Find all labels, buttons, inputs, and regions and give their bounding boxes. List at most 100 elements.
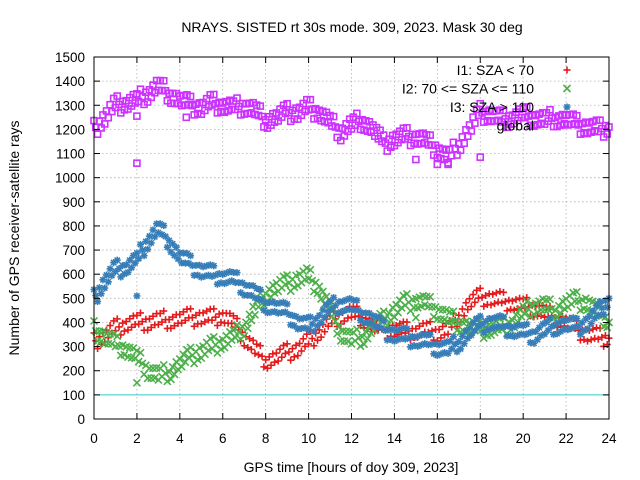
data-point [508,297,516,305]
data-point [176,310,184,318]
y-tick-label: 200 [62,364,85,379]
data-point [231,333,240,342]
data-point [283,99,291,108]
data-point [258,352,266,360]
data-point [489,290,497,298]
data-point [283,340,291,348]
data-point [197,320,205,328]
data-point [265,353,273,361]
data-layer [89,76,614,387]
series-i1-sza-70 [90,284,613,372]
x-tick-label: 16 [430,431,445,446]
data-point [431,302,440,312]
data-point [397,303,406,312]
data-point [462,299,470,307]
data-point [546,314,554,322]
data-point [603,323,612,332]
data-point [297,347,305,355]
data-point [256,342,264,350]
data-point [573,314,581,322]
data-point [241,318,251,327]
data-point [423,319,431,327]
data-point [321,313,329,321]
data-point [147,239,155,247]
data-point [412,325,420,333]
data-point [532,328,540,336]
outlier-point [133,112,141,120]
data-point [299,335,307,343]
data-point [467,303,475,311]
data-point [262,356,270,364]
data-point [113,332,122,341]
y-tick-label: 1400 [55,74,85,89]
data-point [598,333,606,341]
data-point [292,341,300,349]
data-point [580,336,588,344]
y-tick-label: 300 [62,340,85,355]
data-point [467,127,476,135]
data-point [333,329,342,338]
data-point [343,337,352,346]
data-point [113,256,121,264]
data-point [380,317,388,325]
data-point [499,288,507,296]
data-point [592,302,600,310]
data-point [324,322,332,330]
data-point [496,288,504,296]
data-point [97,337,106,346]
x-tick-label: 8 [262,431,270,446]
data-point [440,331,448,339]
data-point [290,353,298,361]
data-point [188,314,196,322]
data-point [458,332,466,340]
data-point [359,340,369,349]
data-point [334,322,344,331]
data-point [133,249,141,257]
data-point [233,314,241,322]
data-point [106,265,114,273]
data-point [460,139,468,148]
data-point [352,325,361,334]
data-point [603,130,612,138]
data-point [317,294,326,303]
data-point [326,297,334,305]
data-point [199,309,207,317]
data-point [305,325,313,333]
data-point [469,291,477,299]
data-point [310,342,318,350]
data-point [103,271,111,279]
data-point [179,308,187,316]
data-point [353,296,361,304]
data-point [106,322,114,330]
data-point [163,243,171,251]
data-point [113,315,121,323]
data-point [435,341,443,349]
data-point [498,299,506,307]
data-point [482,292,490,300]
legend-marker [563,66,571,74]
legend-marker [563,103,571,111]
data-point [232,320,242,329]
data-point [322,292,331,301]
data-point [594,335,602,343]
data-point [255,351,263,359]
data-point [589,307,597,315]
x-tick-label: 22 [559,431,574,446]
data-point [101,284,109,292]
data-point [244,344,252,352]
data-point [478,293,486,301]
data-point [158,318,166,326]
data-point [379,307,388,316]
data-point [435,326,443,334]
data-point [166,375,175,384]
data-point [226,309,234,317]
data-point [94,298,102,306]
data-point [471,298,479,306]
outlier-point [412,155,420,164]
data-point [294,352,302,360]
data-point [460,340,468,348]
data-point [160,222,168,230]
data-point [215,310,223,318]
data-point [208,316,216,324]
